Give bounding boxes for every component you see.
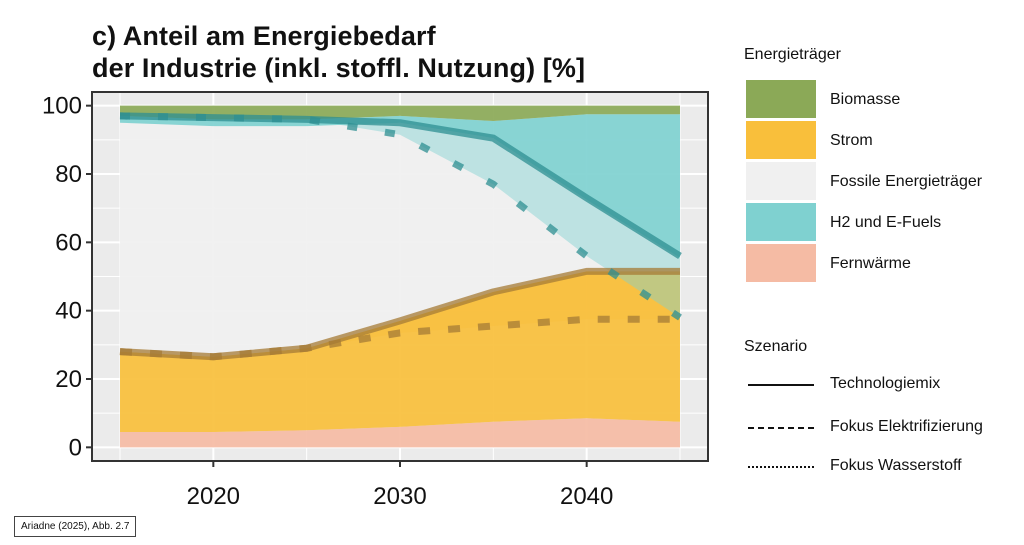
- legend-label-fokus-elektrifizierung: Fokus Elektrifizierung: [830, 418, 983, 435]
- legend-swatch-fernwaerme: [746, 244, 816, 282]
- chart-title-line-1: c) Anteil am Energiebedarf: [92, 21, 436, 51]
- legend-swatch-fossile: [746, 162, 816, 200]
- legend-label-h2: H2 und E-Fuels: [830, 214, 942, 231]
- legend-title-energietraeger: Energieträger: [744, 46, 841, 63]
- x-tick-label: 2020: [187, 483, 240, 510]
- area-fernwaerme: [120, 418, 680, 448]
- y-tick-label: 0: [69, 434, 82, 461]
- chart-title: c) Anteil am Energiebedarf der Industrie…: [92, 20, 585, 84]
- source-note: Ariadne (2025), Abb. 2.7: [14, 516, 137, 537]
- legend-label-fernwaerme: Fernwärme: [830, 255, 911, 272]
- area-strom: [120, 271, 680, 432]
- y-axis: 0 20 40 60 80 100: [42, 93, 92, 461]
- legend-swatch-h2: [746, 203, 816, 241]
- scenario-bands: [120, 115, 680, 357]
- y-tick-label: 20: [55, 366, 82, 393]
- legend-title-szenario: Szenario: [744, 338, 808, 355]
- legend-line-dashed: [748, 427, 814, 429]
- legend-swatch-biomasse: [746, 80, 816, 118]
- y-tick-label: 60: [55, 229, 82, 256]
- x-tick-label: 2030: [373, 483, 426, 510]
- legend-label-fokus-wasserstoff: Fokus Wasserstoff: [830, 457, 962, 474]
- legend: Energieträger Biomasse Strom Fossile Ene…: [740, 44, 1024, 489]
- x-tick-label: 2040: [560, 483, 613, 510]
- legend-label-fossile: Fossile Energieträger: [830, 173, 983, 190]
- area-h2-und-e-fuels: [120, 114, 680, 258]
- legend-label-technologiemix: Technologiemix: [830, 375, 941, 392]
- legend-swatch-strom: [746, 121, 816, 159]
- legend-line-solid: [748, 384, 814, 386]
- stacked-areas: [120, 105, 680, 448]
- scenario-lines: [119, 112, 682, 361]
- y-tick-label: 100: [42, 93, 82, 120]
- y-tick-label: 40: [55, 298, 82, 325]
- line-fokus-elektrifizierung-strom: [119, 315, 680, 361]
- legend-label-biomasse: Biomasse: [830, 91, 901, 108]
- band-h2-und-e-fuels: [120, 115, 680, 318]
- band-strom: [120, 271, 680, 357]
- legend-label-strom: Strom: [830, 132, 873, 149]
- y-tick-label: 80: [55, 161, 82, 188]
- area-fossile-energietraeger: [120, 122, 680, 357]
- legend-line-dotted: [748, 466, 814, 468]
- line-technologiemix-h2-und-e-fuels: [119, 112, 682, 259]
- chart-title-line-2: der Industrie (inkl. stoffl. Nutzung) [%…: [92, 53, 586, 83]
- x-axis: 2020 2030 2040: [187, 461, 613, 510]
